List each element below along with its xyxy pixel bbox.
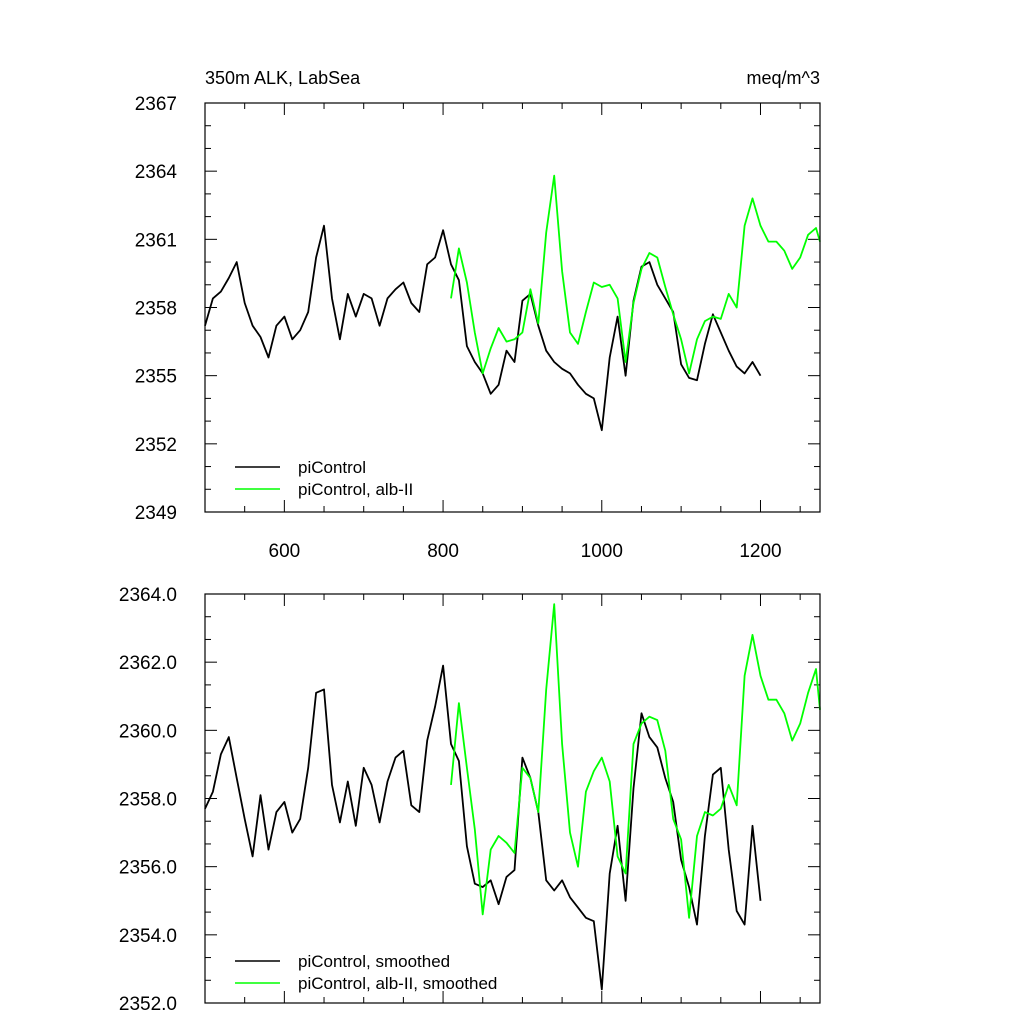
chart-top-gridticks [204, 102, 820, 513]
ytick-label: 2354.0 [119, 926, 177, 947]
chart-top-ytick-labels: 2349 2352 2355 2358 2361 2364 2367 [135, 94, 178, 524]
chart-bottom-frame [204, 593, 821, 1004]
chart-top-units: meq/m^3 [747, 68, 820, 88]
chart-bottom-ytick-labels: 2352.0 2354.0 2356.0 2358.0 2360.0 2362.0 2364… [119, 585, 177, 1015]
xtick-label: 1000 [581, 541, 623, 562]
chart-top-legend: piControl piControl, alb-II [235, 458, 413, 499]
chart-top: 350m ALK, LabSea meq/m^3 2349 2352 2355 235… [135, 68, 821, 562]
series-line-picontrol [204, 664, 762, 991]
chart-top-frame [204, 102, 821, 513]
ytick-label: 2356.0 [119, 858, 177, 879]
ytick-label: 2352 [135, 435, 177, 456]
chart-top-series [204, 174, 821, 432]
ytick-label: 2362.0 [119, 653, 177, 674]
chart-top-xtick-labels: 600 800 1000 1200 [269, 541, 782, 562]
ytick-label: 2364 [135, 162, 178, 183]
series-line-alb-ii [450, 174, 821, 375]
legend-label-picontrol: piControl [298, 458, 366, 477]
xtick-label: 600 [269, 541, 301, 562]
ytick-label: 2355 [135, 367, 177, 388]
chart-bottom-series [204, 603, 821, 991]
chart-bottom-gridticks [204, 593, 820, 1004]
ytick-label: 2367 [135, 94, 177, 115]
chart-bottom-legend: piControl, smoothed piControl, alb-II, s… [235, 952, 497, 993]
ytick-label: 2364.0 [119, 585, 177, 606]
ytick-label: 2352.0 [119, 994, 177, 1015]
chart-top-title: 350m ALK, LabSea [205, 68, 361, 88]
chart-bottom: 2352.0 2354.0 2356.0 2358.0 2360.0 2362.0 2364… [119, 585, 821, 1015]
legend-label-picontrol-smoothed: piControl, smoothed [298, 952, 450, 971]
series-line-alb-ii [450, 603, 821, 919]
xtick-label: 800 [427, 541, 459, 562]
ytick-label: 2361 [135, 230, 177, 251]
ytick-label: 2360.0 [119, 721, 177, 742]
ytick-label: 2358.0 [119, 790, 177, 811]
xtick-label: 1200 [739, 541, 781, 562]
legend-label-alb-ii-smoothed: piControl, alb-II, smoothed [298, 974, 497, 993]
ytick-label: 2349 [135, 503, 177, 524]
legend-label-alb-ii: piControl, alb-II [298, 480, 413, 499]
ytick-label: 2358 [135, 299, 177, 320]
